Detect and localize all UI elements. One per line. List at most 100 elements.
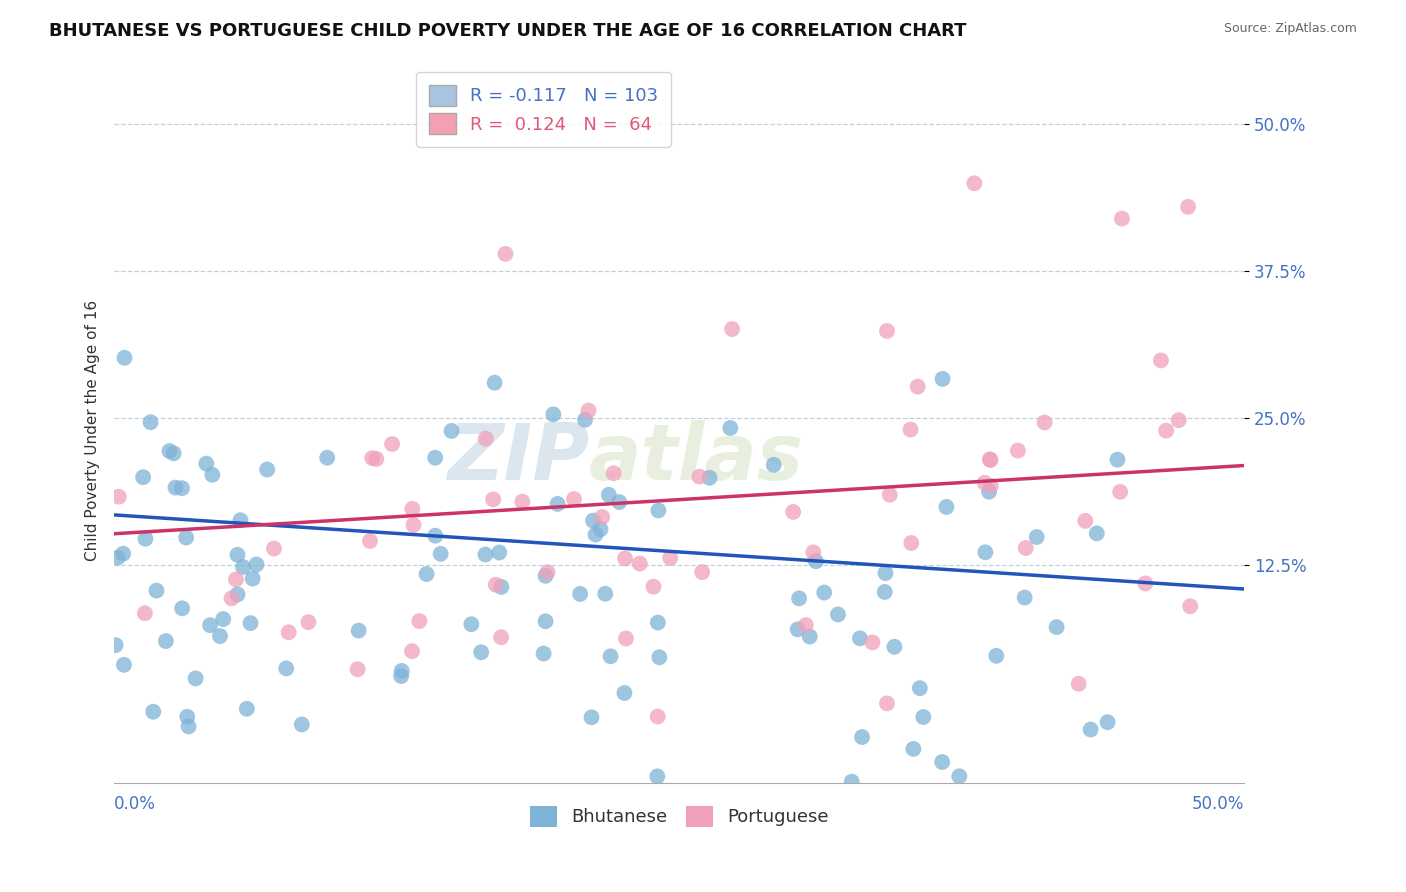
Point	[647, 769, 669, 783]
Point	[883, 640, 905, 654]
Point	[212, 612, 235, 626]
Point	[647, 503, 669, 517]
Point	[1074, 514, 1097, 528]
Point	[879, 488, 901, 502]
Point	[787, 591, 810, 606]
Point	[581, 710, 603, 724]
Point	[229, 513, 252, 527]
Point	[291, 717, 314, 731]
Point	[429, 547, 451, 561]
Point	[108, 490, 131, 504]
Point	[474, 548, 496, 562]
Point	[648, 650, 671, 665]
Point	[876, 697, 898, 711]
Point	[495, 247, 517, 261]
Point	[401, 644, 423, 658]
Point	[245, 558, 267, 572]
Point	[585, 527, 607, 541]
Point	[226, 587, 249, 601]
Point	[460, 617, 482, 632]
Point	[963, 176, 986, 190]
Point	[1025, 530, 1047, 544]
Point	[547, 497, 569, 511]
Point	[977, 484, 1000, 499]
Point	[485, 578, 508, 592]
Point	[1135, 576, 1157, 591]
Point	[347, 624, 370, 638]
Point	[134, 606, 156, 620]
Text: atlas: atlas	[589, 420, 804, 497]
Point	[389, 669, 412, 683]
Point	[782, 505, 804, 519]
Point	[1107, 452, 1129, 467]
Point	[647, 709, 669, 723]
Point	[297, 615, 319, 629]
Point	[408, 614, 430, 628]
Point	[628, 557, 651, 571]
Point	[184, 672, 207, 686]
Point	[488, 545, 510, 559]
Point	[142, 705, 165, 719]
Point	[562, 492, 585, 507]
Point	[1167, 413, 1189, 427]
Point	[533, 647, 555, 661]
Point	[912, 710, 935, 724]
Point	[232, 560, 254, 574]
Point	[1180, 599, 1202, 614]
Text: ZIP: ZIP	[447, 420, 589, 497]
Point	[132, 470, 155, 484]
Point	[876, 324, 898, 338]
Text: 0.0%: 0.0%	[114, 795, 156, 813]
Point	[931, 372, 953, 386]
Point	[804, 554, 827, 568]
Point	[425, 450, 447, 465]
Point	[1150, 353, 1173, 368]
Point	[145, 583, 167, 598]
Point	[974, 545, 997, 559]
Point	[614, 551, 637, 566]
Point	[794, 618, 817, 632]
Point	[762, 458, 785, 472]
Point	[1109, 484, 1132, 499]
Point	[602, 467, 624, 481]
Point	[699, 471, 721, 485]
Point	[1177, 200, 1199, 214]
Point	[851, 730, 873, 744]
Point	[908, 681, 931, 695]
Point	[474, 432, 496, 446]
Point	[1067, 677, 1090, 691]
Point	[236, 702, 259, 716]
Y-axis label: Child Poverty Under the Age of 16: Child Poverty Under the Age of 16	[86, 300, 100, 561]
Point	[159, 444, 181, 458]
Point	[935, 500, 957, 514]
Point	[263, 541, 285, 556]
Point	[813, 585, 835, 599]
Point	[177, 719, 200, 733]
Point	[165, 481, 187, 495]
Point	[589, 522, 612, 536]
Point	[112, 547, 135, 561]
Point	[359, 533, 381, 548]
Point	[1045, 620, 1067, 634]
Point	[277, 625, 299, 640]
Point	[208, 629, 231, 643]
Point	[980, 453, 1002, 467]
Point	[512, 494, 534, 508]
Point	[849, 632, 872, 646]
Point	[170, 481, 193, 495]
Point	[425, 529, 447, 543]
Point	[1014, 591, 1036, 605]
Point	[1154, 424, 1177, 438]
Point	[801, 545, 824, 559]
Point	[688, 469, 710, 483]
Point	[163, 446, 186, 460]
Point	[402, 518, 425, 533]
Point	[221, 591, 243, 606]
Text: Source: ZipAtlas.com: Source: ZipAtlas.com	[1223, 22, 1357, 36]
Point	[172, 601, 194, 615]
Point	[201, 467, 224, 482]
Point	[873, 585, 896, 599]
Text: BHUTANESE VS PORTUGUESE CHILD POVERTY UNDER THE AGE OF 16 CORRELATION CHART: BHUTANESE VS PORTUGUESE CHILD POVERTY UN…	[49, 22, 967, 40]
Point	[907, 379, 929, 393]
Point	[415, 566, 437, 581]
